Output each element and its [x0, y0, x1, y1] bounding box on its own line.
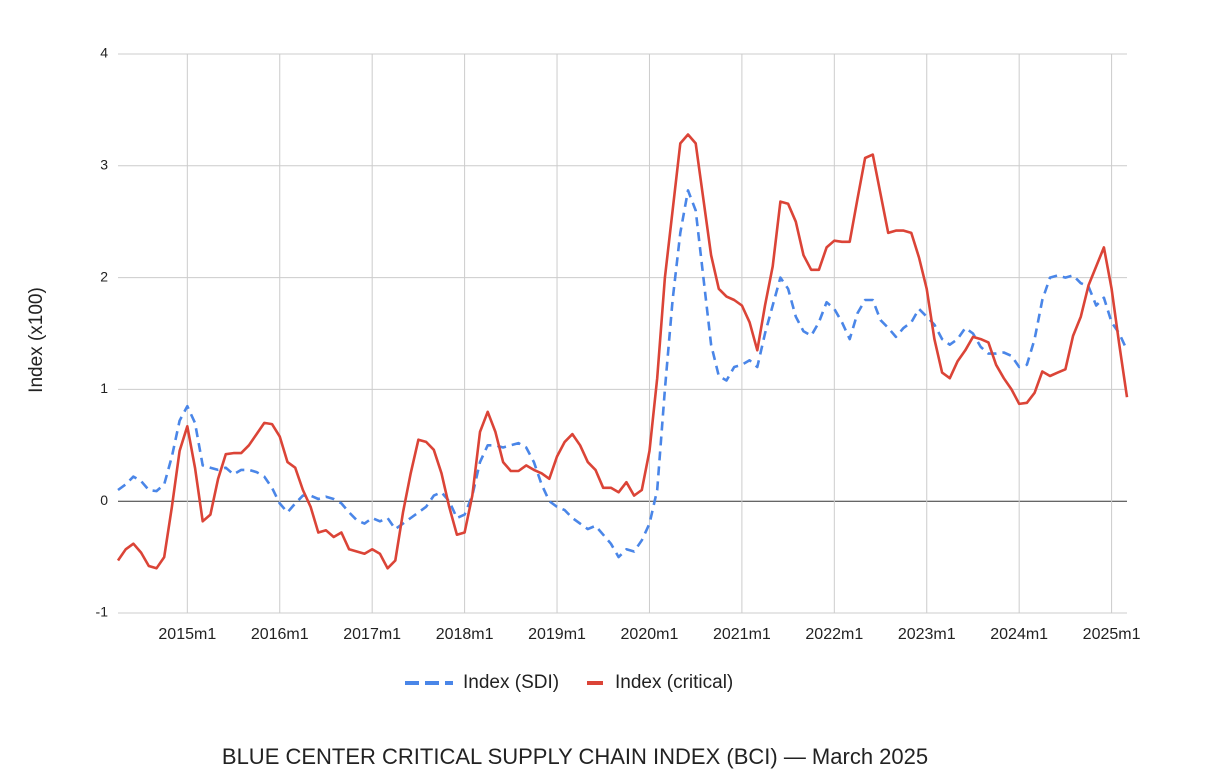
x-tick-label: 2023m1 — [898, 626, 956, 643]
y-tick-label: 1 — [100, 380, 108, 396]
legend-label: Index (critical) — [615, 672, 733, 693]
x-tick-label: 2016m1 — [251, 626, 309, 643]
y-tick-label: 0 — [100, 492, 108, 508]
chart-title: BLUE CENTER CRITICAL SUPPLY CHAIN INDEX … — [222, 744, 928, 769]
x-tick-label: 2017m1 — [343, 626, 401, 643]
x-tick-label: 2018m1 — [436, 626, 494, 643]
x-tick-label: 2025m1 — [1083, 626, 1141, 643]
series-line — [116, 133, 1129, 570]
y-axis-label: Index (x100) — [26, 287, 47, 393]
y-tick-label: 3 — [100, 157, 108, 173]
x-tick-label: 2015m1 — [158, 626, 216, 643]
legend-label: Index (SDI) — [463, 672, 559, 693]
series-line — [117, 189, 1129, 559]
x-tick-label: 2019m1 — [528, 626, 586, 643]
x-tick-label: 2020m1 — [621, 626, 679, 643]
y-tick-label: 4 — [100, 45, 108, 61]
x-tick-label: 2021m1 — [713, 626, 771, 643]
y-tick-label: 2 — [100, 268, 108, 284]
x-tick-label: 2024m1 — [990, 626, 1048, 643]
y-tick-label: -1 — [96, 604, 109, 620]
x-tick-label: 2022m1 — [805, 626, 863, 643]
